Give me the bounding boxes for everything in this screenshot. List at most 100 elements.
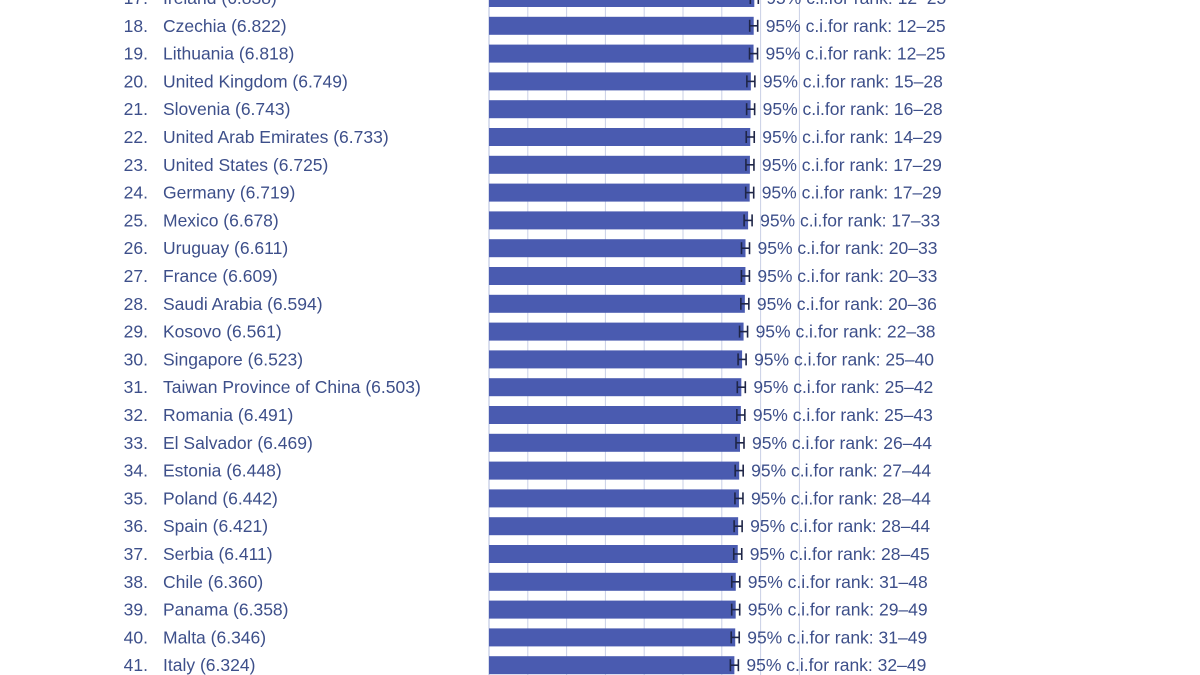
country-label: Ireland (6.838) (163, 0, 277, 8)
chart-row: 18. Czechia (6.822) 95% c.i.for rank: 12–2… (124, 16, 946, 36)
country-label: United States (6.725) (163, 155, 328, 175)
score-bar (489, 44, 754, 63)
rank-label: 26. (124, 238, 148, 258)
country-label: Singapore (6.523) (163, 349, 303, 369)
error-bar (740, 270, 751, 282)
error-bar (748, 47, 759, 60)
ci-label: 95% c.i.for rank: 12–25 (766, 16, 946, 36)
chart-row: 21. Slovenia (6.743) 95% c.i.for rank: 16–… (124, 99, 943, 119)
ci-label: 95% c.i.for rank: 22–38 (756, 322, 936, 342)
ci-label: 95% c.i.for rank: 14–29 (762, 127, 942, 147)
rank-label: 39. (124, 600, 148, 620)
chart-row: 30. Singapore (6.523) 95% c.i.for rank: 25… (124, 349, 935, 369)
ci-label: 95% c.i.for rank: 12–25 (766, 44, 946, 64)
chart-row: 32. Romania (6.491) 95% c.i.for rank: 25–4… (124, 405, 933, 425)
error-bar (745, 158, 755, 171)
chart-row: 17. Ireland (6.838) 95% c.i.for rank: 12–2… (124, 0, 946, 8)
error-bar (729, 659, 740, 672)
ci-label: 95% c.i.for rank: 15–28 (763, 71, 943, 91)
rank-label: 21. (124, 99, 148, 119)
error-bar (745, 131, 756, 143)
country-label: Malta (6.346) (163, 627, 266, 647)
ci-label: 95% c.i.for rank: 20–33 (757, 266, 937, 286)
score-bar (489, 267, 746, 285)
error-bar (740, 297, 750, 310)
chart-row: 40. Malta (6.346) 95% c.i.for rank: 31–49 (124, 627, 928, 647)
score-bar (489, 294, 745, 313)
ci-label: 95% c.i.for rank: 28–45 (750, 544, 930, 564)
ci-label: 95% c.i.for rank: 31–49 (747, 627, 927, 647)
score-bar (489, 183, 750, 202)
rank-label: 35. (124, 488, 148, 508)
rank-label: 24. (124, 183, 148, 203)
score-bar (489, 406, 741, 424)
error-bar (736, 409, 746, 421)
score-bar (489, 322, 744, 341)
country-label: Germany (6.719) (163, 183, 295, 203)
score-bar (489, 517, 739, 536)
score-bar (489, 572, 736, 591)
score-bar (489, 350, 743, 369)
ci-label: 95% c.i.for rank: 17–29 (762, 155, 942, 175)
error-bar (734, 492, 744, 505)
rank-label: 38. (124, 572, 148, 592)
score-bar (489, 211, 749, 230)
chart-row: 26. Uruguay (6.611) 95% c.i.for rank: 20–3… (124, 238, 938, 258)
rank-label: 17. (124, 0, 148, 8)
rank-label: 41. (124, 655, 148, 675)
country-label: Slovenia (6.743) (163, 99, 290, 119)
error-bar (737, 353, 747, 366)
error-bar (732, 548, 743, 560)
score-bar (489, 0, 755, 7)
chart-row: 27. France (6.609) 95% c.i.for rank: 20–33 (124, 266, 938, 286)
chart-row: 33. El Salvador (6.469) 95% c.i.for rank: … (124, 433, 933, 453)
error-bar (743, 214, 753, 227)
rank-label: 31. (124, 377, 148, 397)
error-bar (746, 75, 756, 88)
country-label: Romania (6.491) (163, 405, 293, 425)
error-bar (749, 0, 760, 4)
error-bar (744, 186, 755, 199)
ci-label: 95% c.i.for rank: 31–48 (748, 572, 928, 592)
chart-row: 29. Kosovo (6.561) 95% c.i.for rank: 22–38 (124, 322, 936, 342)
rank-label: 22. (124, 127, 148, 147)
error-bar (745, 103, 756, 116)
rank-label: 30. (124, 349, 148, 369)
score-bar (489, 545, 738, 563)
error-bar (748, 19, 759, 32)
ci-label: 95% c.i.for rank: 16–28 (763, 99, 943, 119)
chart-row: 24. Germany (6.719) 95% c.i.for rank: 17–2… (124, 183, 942, 203)
chart-rows: 17. Ireland (6.838) 95% c.i.for rank: 12–2… (124, 0, 946, 675)
rank-label: 40. (124, 627, 148, 647)
chart-row: 35. Poland (6.442) 95% c.i.for rank: 28–44 (124, 488, 932, 508)
rank-label: 18. (124, 16, 148, 36)
country-label: Poland (6.442) (163, 488, 278, 508)
error-bar (730, 631, 741, 644)
rank-label: 20. (124, 71, 148, 91)
country-label: United Arab Emirates (6.733) (163, 127, 389, 147)
ci-label: 95% c.i.for rank: 29–49 (748, 600, 928, 620)
country-label: Serbia (6.411) (163, 544, 273, 564)
country-label: Chile (6.360) (163, 572, 263, 592)
score-bar (489, 378, 742, 397)
chart-row: 39. Panama (6.358) 95% c.i.for rank: 29–49 (124, 600, 928, 620)
error-bar (734, 464, 744, 477)
score-bar (489, 656, 735, 675)
country-label: Kosovo (6.561) (163, 322, 282, 342)
rank-label: 36. (124, 516, 148, 536)
score-bar (489, 155, 750, 174)
error-bar (733, 520, 743, 533)
country-label: Mexico (6.678) (163, 210, 279, 230)
chart-row: 37. Serbia (6.411) 95% c.i.for rank: 28–45 (124, 544, 930, 564)
chart-row: 34. Estonia (6.448) 95% c.i.for rank: 27–4… (124, 461, 932, 481)
country-label: Panama (6.358) (163, 600, 289, 620)
country-label: Czechia (6.822) (163, 16, 287, 36)
country-label: Lithuania (6.818) (163, 44, 294, 64)
ci-label: 95% c.i.for rank: 20–36 (757, 294, 937, 314)
error-bar (730, 575, 741, 588)
ci-label: 95% c.i.for rank: 25–43 (753, 405, 933, 425)
error-bar (740, 242, 751, 255)
score-bar (489, 16, 754, 35)
country-label: Estonia (6.448) (163, 461, 282, 481)
